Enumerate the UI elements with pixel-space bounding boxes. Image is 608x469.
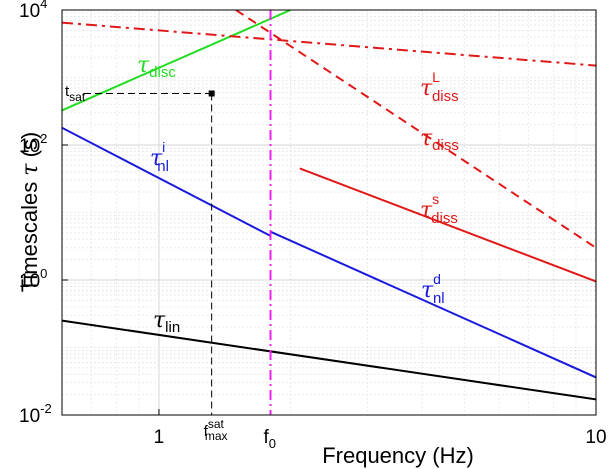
y-tick-label: 100 (19, 266, 47, 292)
series-line-nld (270, 230, 596, 379)
annotation-lines (84, 10, 272, 415)
series-line-lin (62, 319, 596, 401)
curve-label-disss: τs diss (420, 191, 458, 227)
t-sat-label: tsat (65, 83, 86, 104)
curve-label-nld: τd nl (421, 271, 445, 307)
x-axis-title: Frequency (Hz) (322, 443, 474, 468)
curve-label-dissL: τL diss (420, 69, 459, 105)
plot-frame (61, 9, 597, 416)
y-tick-label: 102 (19, 131, 47, 157)
series-line-diss (235, 10, 596, 249)
x-tick-label: 10 (585, 427, 606, 448)
f-max-sat-label: fsat max (204, 417, 228, 443)
curve-label-nli: τi nl (150, 139, 169, 175)
curve-label-diss: τdiss (420, 126, 459, 154)
series-line-disss (299, 167, 596, 283)
x-tick-label: 1 (154, 427, 165, 448)
axis-ticks: 1 10 10-2 100 102 104 (19, 0, 607, 448)
chart-labels: Frequency (Hz) Timescales τ (s) τdisc τi nl τ… (17, 53, 474, 468)
y-tick-label: 104 (19, 0, 47, 22)
curve-label-lin: τlin (153, 308, 180, 336)
series-line-nli (62, 126, 271, 237)
y-tick-label: 10-2 (19, 401, 52, 427)
curve-label-disc: τdisc (137, 53, 176, 81)
saturation-point (208, 90, 215, 97)
series-line-dissL (62, 21, 596, 67)
y-axis-title: Timescales τ (s) (17, 132, 43, 292)
f0-label: f0 (264, 427, 277, 451)
